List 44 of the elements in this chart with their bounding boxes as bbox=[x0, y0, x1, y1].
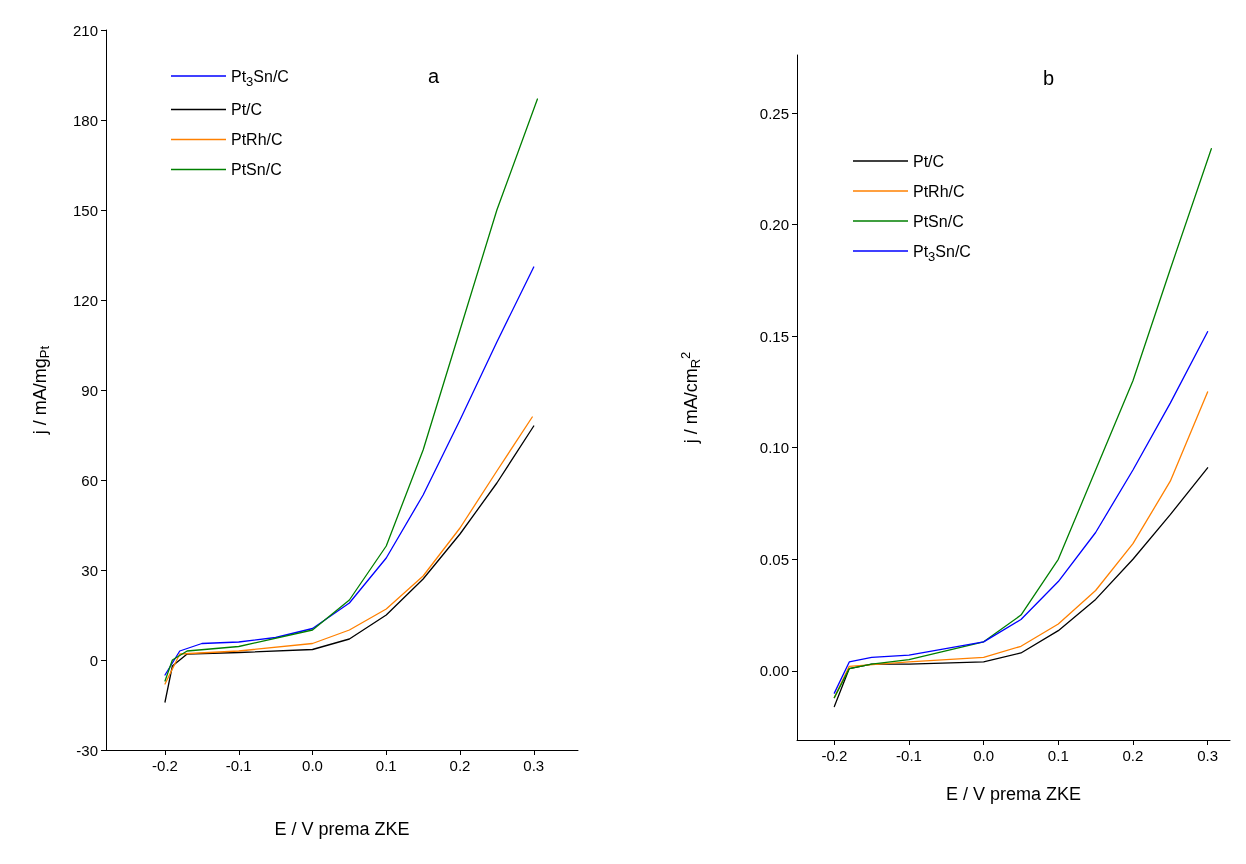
line-series bbox=[833, 331, 1209, 694]
annotation: a bbox=[428, 65, 440, 87]
y-tick-label: 90 bbox=[81, 381, 98, 399]
y-tick-label: 0.05 bbox=[759, 550, 789, 568]
x-tick-label: -0.2 bbox=[152, 757, 178, 774]
x-axis-title: E / V prema ZKE bbox=[274, 819, 410, 839]
x-axis-title: E / V prema ZKE bbox=[945, 784, 1082, 804]
x-tick-label: 0.2 bbox=[449, 757, 471, 774]
y-axis-title: j / mA/cmR2 bbox=[678, 351, 703, 445]
x-tick-label: 0.3 bbox=[523, 757, 545, 774]
y-tick-label: 0 bbox=[89, 651, 98, 669]
y-tick-label: 30 bbox=[81, 561, 98, 579]
line-series bbox=[833, 467, 1209, 708]
x-tick-label: -0.1 bbox=[896, 747, 922, 764]
line-series bbox=[164, 266, 535, 676]
y-tick-label: 0.10 bbox=[759, 439, 789, 457]
y-tick-label: 0.20 bbox=[759, 216, 789, 234]
x-tick-label: 0.1 bbox=[375, 757, 397, 774]
y-tick-label: 0.15 bbox=[759, 327, 789, 345]
legend-label: Pt/C bbox=[913, 152, 945, 170]
x-tick-label: 0.0 bbox=[302, 757, 323, 774]
legend-label: PtRh/C bbox=[231, 131, 283, 148]
y-tick-label: 0.25 bbox=[759, 104, 789, 122]
x-tick-label: -0.1 bbox=[225, 757, 252, 774]
y-tick-label: 180 bbox=[72, 111, 98, 129]
legend-label: Pt/C bbox=[231, 101, 263, 118]
y-tick-label: 120 bbox=[72, 291, 98, 309]
x-tick-label: 0.1 bbox=[1047, 747, 1069, 764]
y-tick-label: 150 bbox=[72, 201, 98, 219]
y-axis-title: j / mA/mgPt bbox=[29, 345, 52, 436]
x-tick-label: 0.0 bbox=[973, 747, 995, 764]
legend-label: PtRh/C bbox=[913, 182, 965, 200]
x-tick-label: 0.2 bbox=[1122, 747, 1144, 764]
x-tick-label: -0.2 bbox=[821, 747, 848, 764]
legend-label: PtSn/C bbox=[231, 161, 282, 178]
legend-label: PtSn/C bbox=[913, 212, 964, 230]
annotation: b bbox=[1043, 67, 1055, 89]
x-tick-label: 0.3 bbox=[1197, 747, 1219, 764]
line-series bbox=[833, 148, 1212, 699]
y-tick-label: 210 bbox=[72, 21, 98, 39]
line-series bbox=[164, 98, 539, 682]
y-tick-label: 0.00 bbox=[759, 662, 789, 680]
y-tick-label: 60 bbox=[81, 471, 98, 489]
y-tick-label: -30 bbox=[76, 741, 98, 759]
